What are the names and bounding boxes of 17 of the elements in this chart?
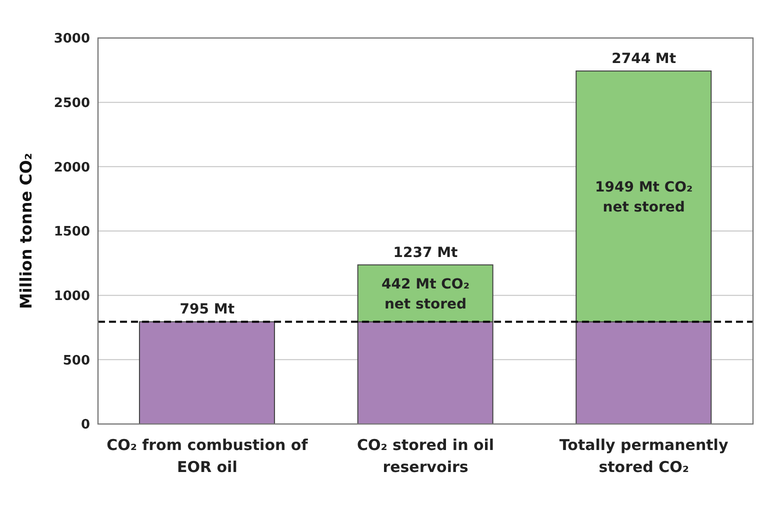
x-tick-label: Totally permanently stored CO₂ xyxy=(559,436,728,476)
x-tick-label: CO₂ stored in oil reservoirs xyxy=(356,436,494,476)
total-label: 1237 Mt xyxy=(393,244,458,261)
y-tick-label: 2500 xyxy=(54,96,90,111)
y-tick-label: 500 xyxy=(62,353,90,368)
x-tick-label: CO₂ from combustion of EOR oil xyxy=(106,436,308,476)
total-label: 2744 Mt xyxy=(612,50,676,67)
y-axis-title: Million tonne CO₂ xyxy=(16,152,36,310)
total-label: 795 Mt xyxy=(180,302,235,318)
y-tick-label: 0 xyxy=(80,418,90,433)
y-tick-label: 3000 xyxy=(54,32,90,47)
y-tick-label: 1500 xyxy=(54,224,90,240)
y-tick-label: 2000 xyxy=(54,160,90,176)
bar xyxy=(138,321,275,424)
data-label: 1949 Mt CO₂ net stored xyxy=(595,179,693,216)
y-tick-label: 1000 xyxy=(54,288,90,304)
data-label: 442 Mt CO₂ net stored xyxy=(382,276,470,312)
